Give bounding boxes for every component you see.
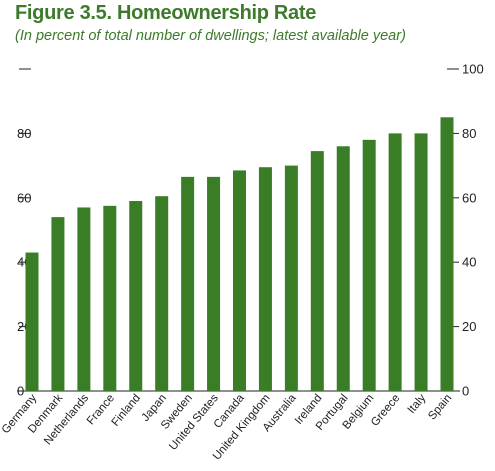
bar <box>362 139 376 391</box>
bar <box>233 170 246 391</box>
y-tick-label-right: 100 <box>462 62 484 77</box>
category-label: Finland <box>110 392 143 429</box>
bar <box>103 205 117 391</box>
bar <box>51 217 65 391</box>
bar <box>284 165 298 391</box>
category-label: Italy <box>406 392 429 416</box>
y-tick-label-right: 20 <box>462 319 476 334</box>
y-tick-label-left: 80 <box>17 126 31 141</box>
y-tick-label-left: 60 <box>17 190 31 205</box>
y-tick-label-right: 40 <box>462 255 476 270</box>
y-tick-label-right: 60 <box>462 190 476 205</box>
chart-title: Figure 3.5. Homeownership Rate <box>15 2 317 24</box>
bar <box>25 252 39 391</box>
category-label: Spain <box>426 392 454 422</box>
category-label: Greece <box>369 392 402 429</box>
bar <box>414 133 428 391</box>
bar <box>155 196 169 391</box>
bar <box>388 133 402 391</box>
bars <box>25 117 454 392</box>
bar <box>258 167 272 391</box>
bar <box>336 146 350 391</box>
bar <box>440 117 454 392</box>
y-tick-label-right: 80 <box>462 126 476 141</box>
bar <box>310 151 324 391</box>
y-tick-label-right: 0 <box>462 384 469 399</box>
chart-subtitle: (In percent of total number of dwellings… <box>15 28 406 44</box>
bar <box>77 207 91 391</box>
bar <box>181 176 195 391</box>
category-labels: GermanyDenmarkNetherlandsFranceFinlandJa… <box>0 392 454 463</box>
y-axis-right: 0 20 40 60 80 100 <box>447 62 484 399</box>
bar <box>129 201 143 391</box>
bar <box>207 176 221 391</box>
